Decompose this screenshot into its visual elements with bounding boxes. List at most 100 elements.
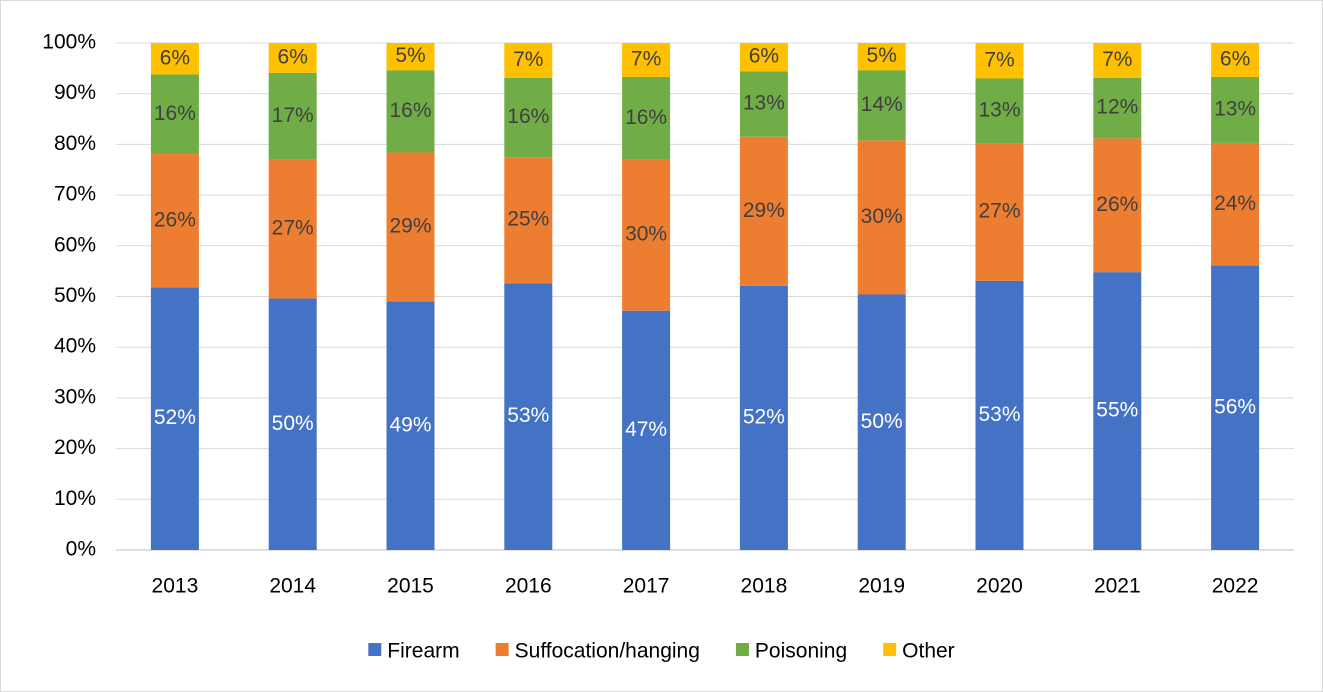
bar-segment [739,71,788,137]
y-tick-label: 20% [54,436,96,459]
bar-segment [268,159,317,299]
data-label: 13% [978,98,1020,121]
data-label: 26% [1096,193,1138,216]
x-tick-label: 2016 [505,575,552,598]
data-label: 7% [1102,48,1132,71]
bar-segment [504,77,553,158]
data-label: 29% [743,199,785,222]
bar-segment [504,43,553,78]
x-tick-label: 2013 [152,575,199,598]
bar-segment [504,283,553,550]
bar-segment [1211,76,1260,143]
legend-label: Firearm [387,640,459,663]
data-label: 5% [867,44,897,67]
data-label: 52% [154,406,196,429]
bar-segment [622,43,671,77]
data-label: 6% [1220,48,1250,71]
bar-segment [150,154,199,288]
x-tick-label: 2014 [269,575,316,598]
bar-segment [622,76,671,160]
bar-segment [857,43,906,71]
data-label: 30% [625,223,667,246]
data-label: 16% [154,102,196,125]
bar-segment [386,301,435,550]
data-label: 26% [154,208,196,231]
data-label: 7% [631,48,661,71]
bar-segment [504,157,553,284]
bar-segment [150,74,199,155]
bar-segment [857,140,906,295]
bar-segment [739,43,788,72]
bar-segment [1093,138,1142,273]
bar-segment [386,43,435,71]
legend-label: Other [902,640,955,663]
data-label: 16% [507,105,549,128]
legend-label: Poisoning [755,640,847,663]
data-label: 16% [389,99,431,122]
bar-segment [386,70,435,153]
y-tick-label: 90% [54,81,96,104]
y-tick-label: 0% [66,538,96,561]
data-label: 56% [1214,395,1256,418]
data-label: 53% [507,404,549,427]
bar-segment [268,43,317,73]
data-label: 13% [1214,97,1256,120]
data-label: 7% [984,48,1014,71]
bar-segment [1211,43,1260,77]
x-tick-label: 2020 [976,575,1023,598]
data-label: 6% [160,46,190,69]
data-label: 25% [507,208,549,231]
x-tick-label: 2017 [623,575,670,598]
bar-segment [268,298,317,550]
bar-segment [622,159,671,311]
data-label: 50% [861,410,903,433]
y-tick-label: 10% [54,487,96,510]
data-label: 52% [743,405,785,428]
data-label: 47% [625,418,667,441]
data-label: 7% [513,48,543,71]
data-label: 16% [625,106,667,129]
y-tick-label: 100% [42,31,96,54]
data-label: 27% [978,200,1020,223]
bar-segment [975,280,1024,550]
y-tick-label: 40% [54,335,96,358]
bar-segment [150,287,199,550]
bar-segment [1093,77,1142,139]
bar-segment [975,78,1024,144]
data-label: 27% [272,217,314,240]
bar-segment [1211,265,1260,550]
data-label: 13% [743,92,785,115]
data-label: 53% [978,403,1020,426]
data-label: 49% [389,413,431,436]
y-tick-label: 80% [54,132,96,155]
data-label: 14% [861,93,903,116]
bar-segment [857,70,906,141]
legend-swatch [735,643,749,656]
y-tick-label: 70% [54,183,96,206]
y-tick-label: 60% [54,233,96,256]
legend-label: Suffocation/hanging [515,640,700,663]
data-label: 55% [1096,399,1138,422]
data-label: 5% [395,44,425,67]
bar-segment [1093,43,1142,78]
bar-segment [150,43,199,75]
bar-segment [739,136,788,286]
data-label: 6% [278,46,308,69]
data-label: 6% [749,45,779,68]
x-tick-label: 2018 [741,575,788,598]
bar-segment [975,143,1024,281]
bar-segment [622,310,671,550]
data-label: 29% [389,215,431,238]
legend-swatch [495,643,509,656]
y-tick-label: 30% [54,385,96,408]
x-tick-label: 2015 [387,575,434,598]
x-tick-label: 2021 [1094,575,1141,598]
data-label: 12% [1096,96,1138,119]
data-label: 17% [272,104,314,127]
data-label: 30% [861,205,903,228]
bar-segment [268,72,317,160]
x-tick-label: 2019 [858,575,905,598]
legend-swatch [883,643,897,656]
y-tick-label: 50% [54,284,96,307]
